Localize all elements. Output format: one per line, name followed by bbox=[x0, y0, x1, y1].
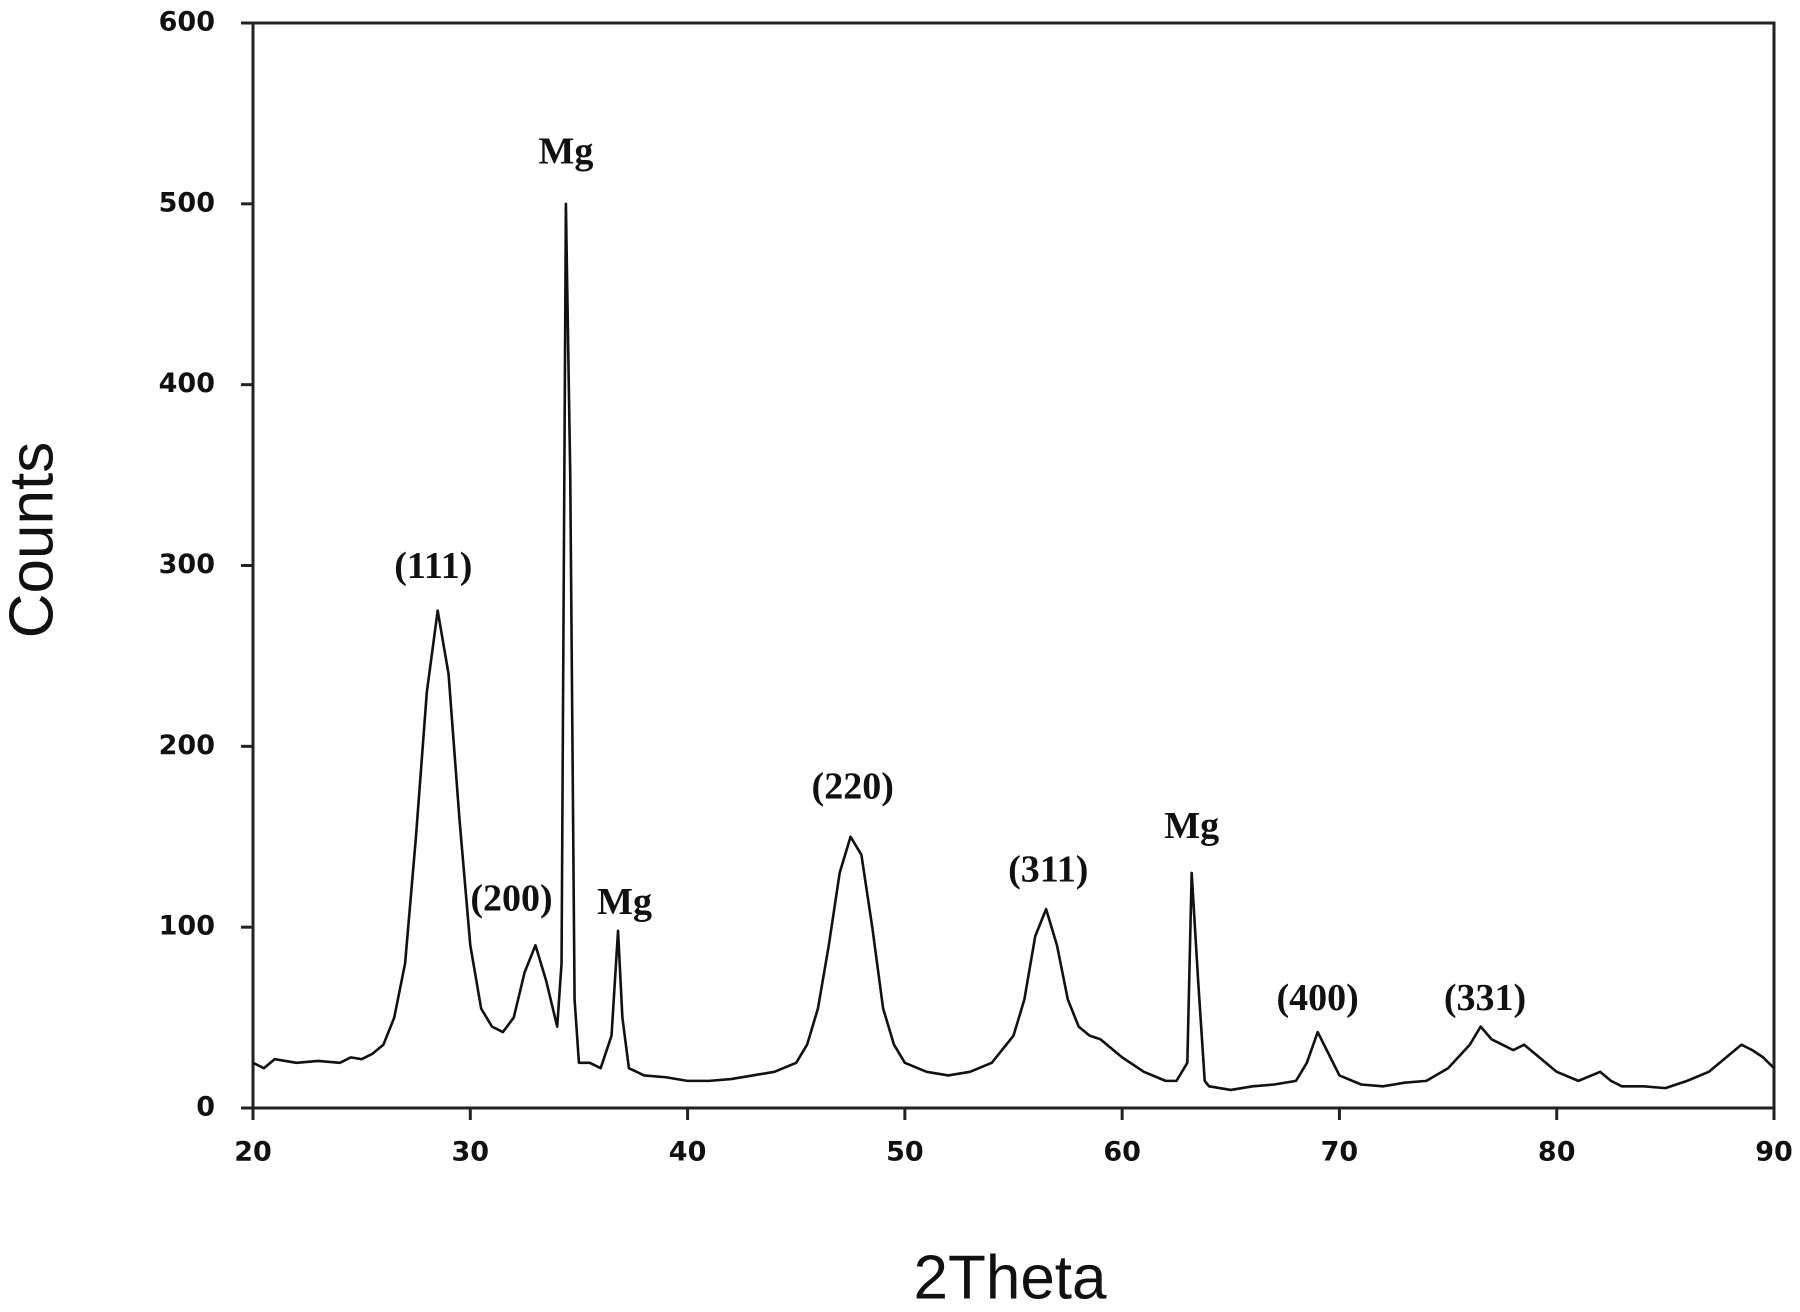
y-tick-label: 400 bbox=[159, 368, 215, 399]
x-tick-label: 40 bbox=[669, 1137, 707, 1168]
x-axis-label: 2Theta bbox=[913, 1243, 1107, 1312]
peak-annotation: Mg bbox=[538, 131, 593, 173]
y-tick-label: 100 bbox=[159, 911, 215, 942]
x-tick-label: 30 bbox=[451, 1137, 489, 1168]
y-tick-label: 600 bbox=[159, 7, 215, 38]
peak-annotation: (400) bbox=[1277, 977, 1359, 1019]
peak-annotation: (311) bbox=[1008, 849, 1088, 891]
peak-annotation: (331) bbox=[1444, 977, 1526, 1019]
peak-annotation: (200) bbox=[470, 878, 552, 920]
peak-annotation: (111) bbox=[394, 545, 472, 587]
peak-annotation: (220) bbox=[812, 765, 894, 807]
y-tick-label: 300 bbox=[159, 549, 215, 580]
data-line bbox=[252, 202, 1775, 1092]
x-tick-label: 50 bbox=[886, 1137, 924, 1168]
x-tick-label: 90 bbox=[1755, 1137, 1793, 1168]
x-tick-label: 20 bbox=[234, 1137, 272, 1168]
x-tick-label: 60 bbox=[1103, 1137, 1141, 1168]
y-axis-label: Counts bbox=[0, 442, 66, 638]
peak-annotation: Mg bbox=[597, 881, 652, 923]
plot-frame bbox=[251, 21, 1776, 1110]
x-tick-label: 70 bbox=[1321, 1137, 1359, 1168]
peak-annotation: Mg bbox=[1164, 805, 1219, 847]
y-tick-label: 200 bbox=[159, 730, 215, 761]
x-tick-label: 80 bbox=[1538, 1137, 1576, 1168]
y-tick-label: 500 bbox=[159, 187, 215, 218]
y-tick-label: 0 bbox=[196, 1092, 215, 1123]
